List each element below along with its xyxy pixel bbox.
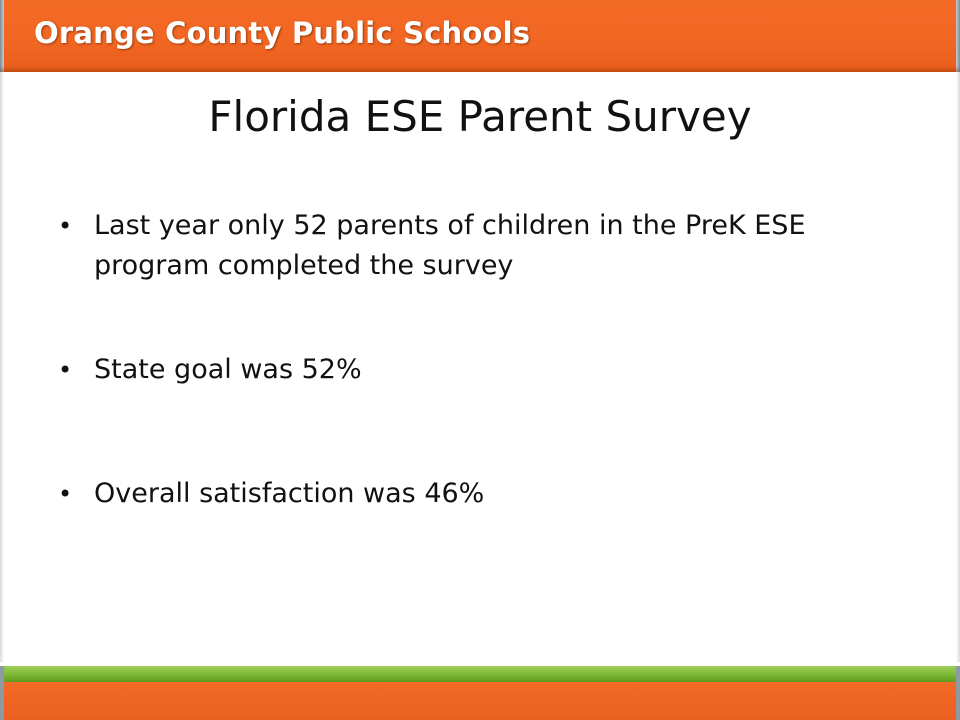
header-edge-left xyxy=(0,0,4,72)
bullet-item-satisfaction: • Overall satisfaction was 46% xyxy=(58,474,878,514)
footer-green-band xyxy=(0,666,960,682)
slide-title: Florida ESE Parent Survey xyxy=(208,92,752,141)
header-edge-right xyxy=(956,0,960,72)
footer-edge-right xyxy=(956,666,960,720)
side-rule-right xyxy=(956,72,960,662)
bullet-icon: • xyxy=(58,356,73,384)
bullet-text: Last year only 52 parents of children in… xyxy=(94,210,806,281)
bullet-icon: • xyxy=(58,480,73,508)
footer-orange-band xyxy=(0,682,960,720)
bullet-text: State goal was 52% xyxy=(94,354,362,385)
side-rule-left xyxy=(0,72,4,662)
footer-edge-left xyxy=(0,666,4,720)
header-shadow xyxy=(0,66,960,72)
bullet-icon: • xyxy=(58,212,73,240)
bullet-item-state-goal: • State goal was 52% xyxy=(58,350,878,390)
bullet-text: Overall satisfaction was 46% xyxy=(94,478,485,509)
bullet-item-parents: • Last year only 52 parents of children … xyxy=(58,206,878,286)
bullet-list: • Last year only 52 parents of children … xyxy=(58,206,878,514)
header-band: Orange County Public Schools xyxy=(0,0,960,72)
brand-name: Orange County Public Schools xyxy=(34,16,531,50)
